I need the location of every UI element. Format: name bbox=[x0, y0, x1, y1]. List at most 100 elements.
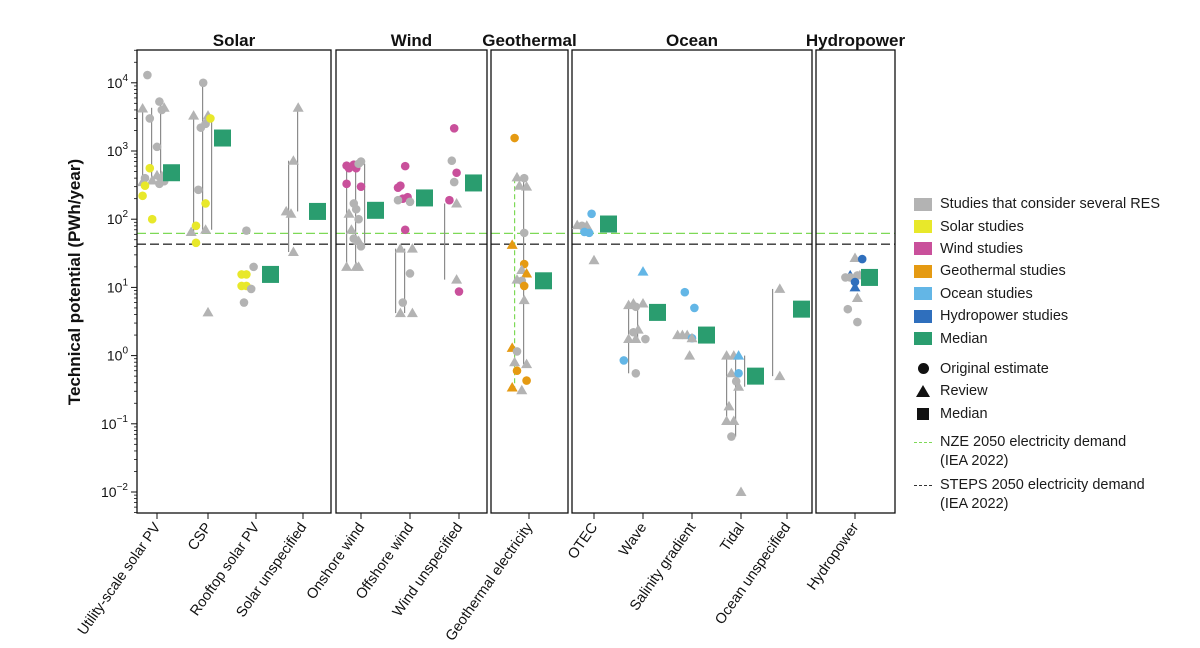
data-point bbox=[356, 157, 366, 166]
y-tick-label: 103 bbox=[107, 141, 129, 159]
median-marker bbox=[535, 272, 552, 290]
data-point bbox=[405, 269, 415, 278]
chart: Technical potential (PWh/year) 10−2 10−1 10… bbox=[65, 31, 905, 644]
data-point bbox=[584, 228, 594, 238]
data-point bbox=[152, 142, 162, 152]
legend-label: Original estimate bbox=[940, 360, 1049, 377]
data-point bbox=[733, 350, 745, 360]
circle-marker-icon bbox=[917, 363, 929, 375]
data-point bbox=[725, 367, 737, 378]
data-point bbox=[452, 168, 461, 178]
legend-item-ocean: Ocean studies bbox=[914, 283, 1194, 305]
data-point bbox=[341, 261, 353, 271]
square-marker-icon bbox=[917, 407, 929, 420]
data-point bbox=[287, 246, 299, 257]
data-point bbox=[512, 347, 522, 356]
legend-label: Review bbox=[940, 383, 988, 400]
data-point bbox=[728, 415, 740, 425]
data-point bbox=[588, 254, 600, 265]
data-point bbox=[853, 317, 862, 327]
data-point bbox=[406, 243, 418, 253]
data-point bbox=[200, 224, 212, 234]
data-point bbox=[194, 185, 203, 195]
data-point bbox=[637, 298, 649, 308]
legend-label: (IEA 2022) bbox=[940, 452, 1009, 469]
median-marker bbox=[465, 174, 482, 192]
data-point bbox=[619, 356, 629, 365]
data-point bbox=[510, 133, 519, 143]
data-point bbox=[513, 180, 525, 190]
data-point bbox=[849, 252, 861, 262]
legend-swatch-wind bbox=[914, 242, 932, 256]
data-point bbox=[511, 171, 523, 182]
panel-frame bbox=[571, 49, 813, 514]
data-point bbox=[155, 97, 164, 106]
median-marker bbox=[262, 265, 279, 283]
data-point bbox=[249, 262, 258, 272]
data-point bbox=[723, 400, 735, 411]
panel-frame bbox=[490, 49, 569, 514]
data-point bbox=[843, 304, 853, 314]
data-point bbox=[239, 298, 249, 307]
data-point bbox=[581, 220, 593, 230]
data-point bbox=[287, 155, 299, 165]
legend-label: Median bbox=[940, 330, 988, 347]
data-point bbox=[631, 302, 641, 312]
data-point bbox=[396, 181, 405, 190]
data-point bbox=[623, 333, 635, 344]
data-point bbox=[735, 486, 747, 496]
data-point bbox=[145, 114, 155, 123]
data-point bbox=[191, 221, 201, 231]
median-marker bbox=[214, 129, 231, 147]
legend-item-hydropower: Hydropower studies bbox=[914, 305, 1194, 327]
median-marker bbox=[649, 303, 666, 321]
legend-label: Solar studies bbox=[940, 218, 1024, 235]
data-point bbox=[345, 224, 357, 234]
data-point bbox=[631, 369, 641, 378]
y-tick-label: 104 bbox=[107, 73, 129, 91]
data-point bbox=[343, 208, 355, 218]
data-point bbox=[680, 287, 690, 297]
data-point bbox=[849, 281, 861, 292]
data-point bbox=[449, 124, 459, 133]
data-point bbox=[447, 156, 457, 166]
data-point bbox=[406, 307, 418, 318]
legend-label: Wind studies bbox=[940, 240, 1024, 257]
data-point bbox=[512, 366, 522, 376]
data-point bbox=[146, 174, 158, 185]
legend-label: Median bbox=[940, 405, 988, 422]
data-point bbox=[774, 283, 786, 293]
data-point bbox=[242, 226, 251, 235]
data-point bbox=[587, 209, 596, 219]
legend-swatch-solar bbox=[914, 220, 932, 234]
median-marker bbox=[793, 300, 810, 318]
data-point bbox=[400, 161, 410, 171]
data-point bbox=[445, 195, 454, 205]
data-point bbox=[519, 228, 529, 238]
legend-label: Studies that consider several RES bbox=[940, 196, 1161, 213]
legend-label: Ocean studies bbox=[940, 285, 1033, 302]
data-point bbox=[727, 432, 736, 441]
x-tick-label: Hydropower bbox=[804, 520, 862, 593]
median-marker bbox=[861, 268, 878, 286]
data-point bbox=[285, 208, 297, 218]
panel-frame bbox=[335, 49, 488, 514]
steps-line-key bbox=[914, 484, 932, 486]
legend-label: Hydropower studies bbox=[940, 308, 1069, 325]
legend: Studies that consider several RES Solar … bbox=[914, 193, 1194, 519]
legend-label: Geothermal studies bbox=[940, 263, 1066, 280]
data-point bbox=[630, 333, 642, 344]
data-point bbox=[198, 78, 208, 88]
data-point bbox=[140, 181, 150, 190]
median-marker bbox=[600, 215, 617, 233]
data-point bbox=[201, 199, 210, 208]
data-point bbox=[351, 204, 361, 214]
data-point bbox=[242, 270, 251, 279]
data-point bbox=[521, 267, 533, 278]
data-point bbox=[353, 261, 365, 271]
data-point bbox=[686, 332, 698, 343]
data-point bbox=[137, 102, 149, 113]
data-point bbox=[398, 298, 408, 307]
data-point bbox=[518, 294, 530, 305]
data-point bbox=[454, 287, 464, 296]
